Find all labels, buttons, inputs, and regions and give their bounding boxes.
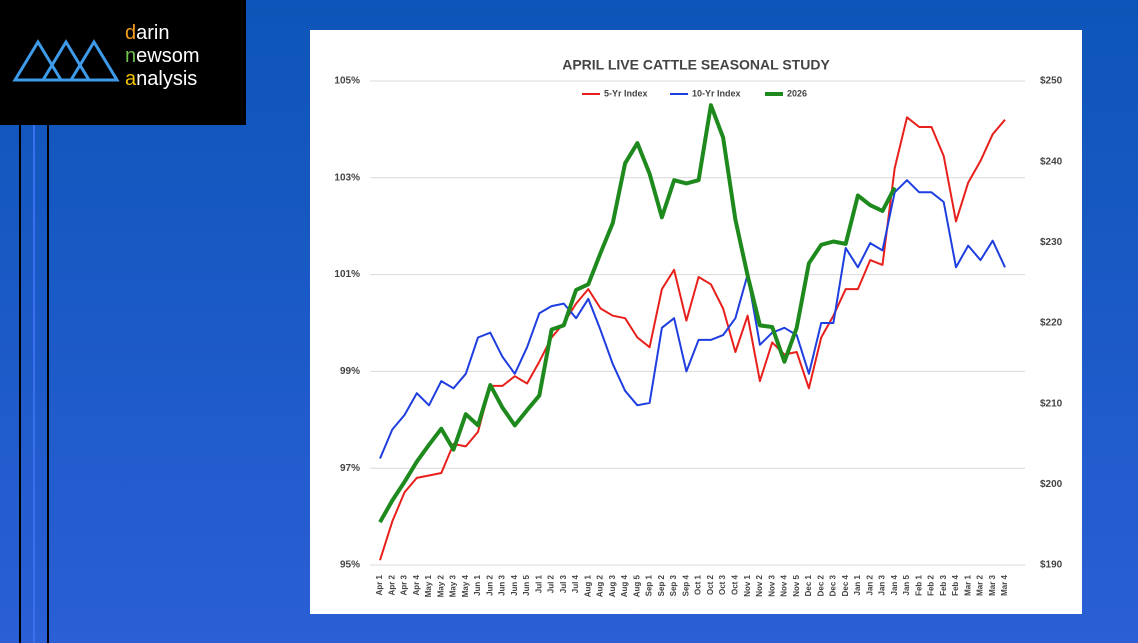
x-tick-label: Jun 5 bbox=[522, 574, 531, 595]
x-tick-label: May 3 bbox=[449, 574, 458, 597]
legend-label: 10-Yr Index bbox=[692, 88, 741, 98]
x-tick-label: Nov 1 bbox=[743, 574, 752, 596]
x-tick-label: Aug 2 bbox=[596, 574, 605, 597]
x-tick-label: Mar 1 bbox=[963, 574, 972, 595]
x-tick-label: Jul 3 bbox=[559, 574, 568, 593]
x-tick-label: Nov 2 bbox=[755, 574, 764, 596]
x-tick-label: Jan 2 bbox=[865, 574, 874, 595]
x-tick-label: Jul 1 bbox=[534, 574, 543, 593]
y-tick-label: 105% bbox=[334, 76, 360, 87]
series-line bbox=[378, 103, 897, 524]
y-tick-label: 99% bbox=[340, 366, 360, 377]
x-tick-label: Jun 3 bbox=[498, 574, 507, 595]
rule bbox=[19, 125, 21, 643]
x-tick-label: Mar 2 bbox=[976, 574, 985, 595]
x-tick-label: Jan 1 bbox=[853, 574, 862, 595]
x-tick-label: Aug 3 bbox=[608, 574, 617, 597]
x-tick-label: Jul 4 bbox=[571, 574, 580, 593]
x-tick-label: Jun 2 bbox=[485, 574, 494, 595]
y-tick-label: 95% bbox=[340, 560, 360, 571]
x-tick-label: Jan 5 bbox=[902, 574, 911, 595]
y-tick-label: 103% bbox=[334, 172, 360, 183]
x-tick-label: Jan 4 bbox=[890, 574, 899, 595]
logo-mark bbox=[12, 39, 120, 82]
y2-tick-label: $240 bbox=[1040, 156, 1063, 167]
y2-tick-label: $210 bbox=[1040, 398, 1063, 409]
x-tick-label: Oct 1 bbox=[694, 574, 703, 595]
rule bbox=[47, 125, 49, 643]
x-tick-label: Nov 4 bbox=[780, 574, 789, 596]
x-tick-label: Dec 2 bbox=[816, 574, 825, 596]
series-line bbox=[379, 179, 1006, 459]
x-tick-label: Sep 2 bbox=[657, 574, 666, 596]
legend-label: 5-Yr Index bbox=[604, 88, 648, 98]
y2-tick-label: $250 bbox=[1040, 76, 1063, 87]
x-tick-label: Sep 3 bbox=[669, 574, 678, 596]
x-tick-label: Feb 1 bbox=[914, 574, 923, 595]
y2-tick-label: $220 bbox=[1040, 318, 1063, 329]
x-tick-label: Aug 4 bbox=[620, 574, 629, 597]
x-tick-label: May 4 bbox=[461, 574, 470, 597]
logo: darin newsom analysis bbox=[0, 0, 246, 125]
x-tick-label: May 1 bbox=[424, 574, 433, 597]
y2-tick-label: $190 bbox=[1040, 560, 1063, 571]
x-tick-label: Mar 4 bbox=[1000, 574, 1009, 595]
x-tick-label: Jul 2 bbox=[547, 574, 556, 593]
logo-line: newsom bbox=[125, 45, 200, 67]
x-tick-label: Dec 3 bbox=[829, 574, 838, 596]
logo-line: darin bbox=[125, 22, 170, 44]
x-tick-label: Jun 4 bbox=[510, 574, 519, 595]
chart-area bbox=[310, 30, 1082, 614]
x-tick-label: Oct 2 bbox=[706, 574, 715, 595]
x-tick-label: Jun 1 bbox=[473, 574, 482, 595]
x-tick-label: Feb 4 bbox=[951, 574, 960, 595]
logo-line: analysis bbox=[125, 68, 198, 90]
x-tick-label: Aug 5 bbox=[632, 574, 641, 597]
y2-tick-label: $230 bbox=[1040, 237, 1063, 248]
x-tick-label: May 2 bbox=[436, 574, 445, 597]
x-tick-label: Dec 4 bbox=[841, 574, 850, 596]
x-tick-label: Jan 3 bbox=[878, 574, 887, 595]
x-tick-label: Apr 1 bbox=[375, 574, 384, 595]
x-tick-label: Apr 2 bbox=[387, 574, 396, 595]
chart-title: APRIL LIVE CATTLE SEASONAL STUDY bbox=[562, 57, 830, 73]
x-tick-label: Oct 4 bbox=[731, 574, 740, 595]
x-tick-label: Nov 5 bbox=[792, 574, 801, 596]
legend-label: 2026 bbox=[787, 88, 807, 98]
logo-text: darin newsom analysis bbox=[125, 22, 199, 91]
y2-tick-label: $200 bbox=[1040, 479, 1063, 490]
x-tick-label: Feb 2 bbox=[927, 574, 936, 595]
x-tick-label: Oct 3 bbox=[718, 574, 727, 595]
x-tick-label: Apr 3 bbox=[400, 574, 409, 595]
x-tick-label: Dec 1 bbox=[804, 574, 813, 596]
y-tick-label: 101% bbox=[334, 269, 360, 280]
x-tick-label: Sep 1 bbox=[645, 574, 654, 596]
y-tick-label: 97% bbox=[340, 463, 360, 474]
rule bbox=[33, 125, 35, 643]
x-tick-label: Feb 3 bbox=[939, 574, 948, 595]
x-tick-label: Nov 3 bbox=[767, 574, 776, 596]
x-tick-label: Sep 4 bbox=[681, 574, 690, 596]
x-tick-label: Apr 4 bbox=[412, 574, 421, 595]
x-tick-label: Aug 1 bbox=[583, 574, 592, 597]
x-tick-label: Mar 3 bbox=[988, 574, 997, 595]
